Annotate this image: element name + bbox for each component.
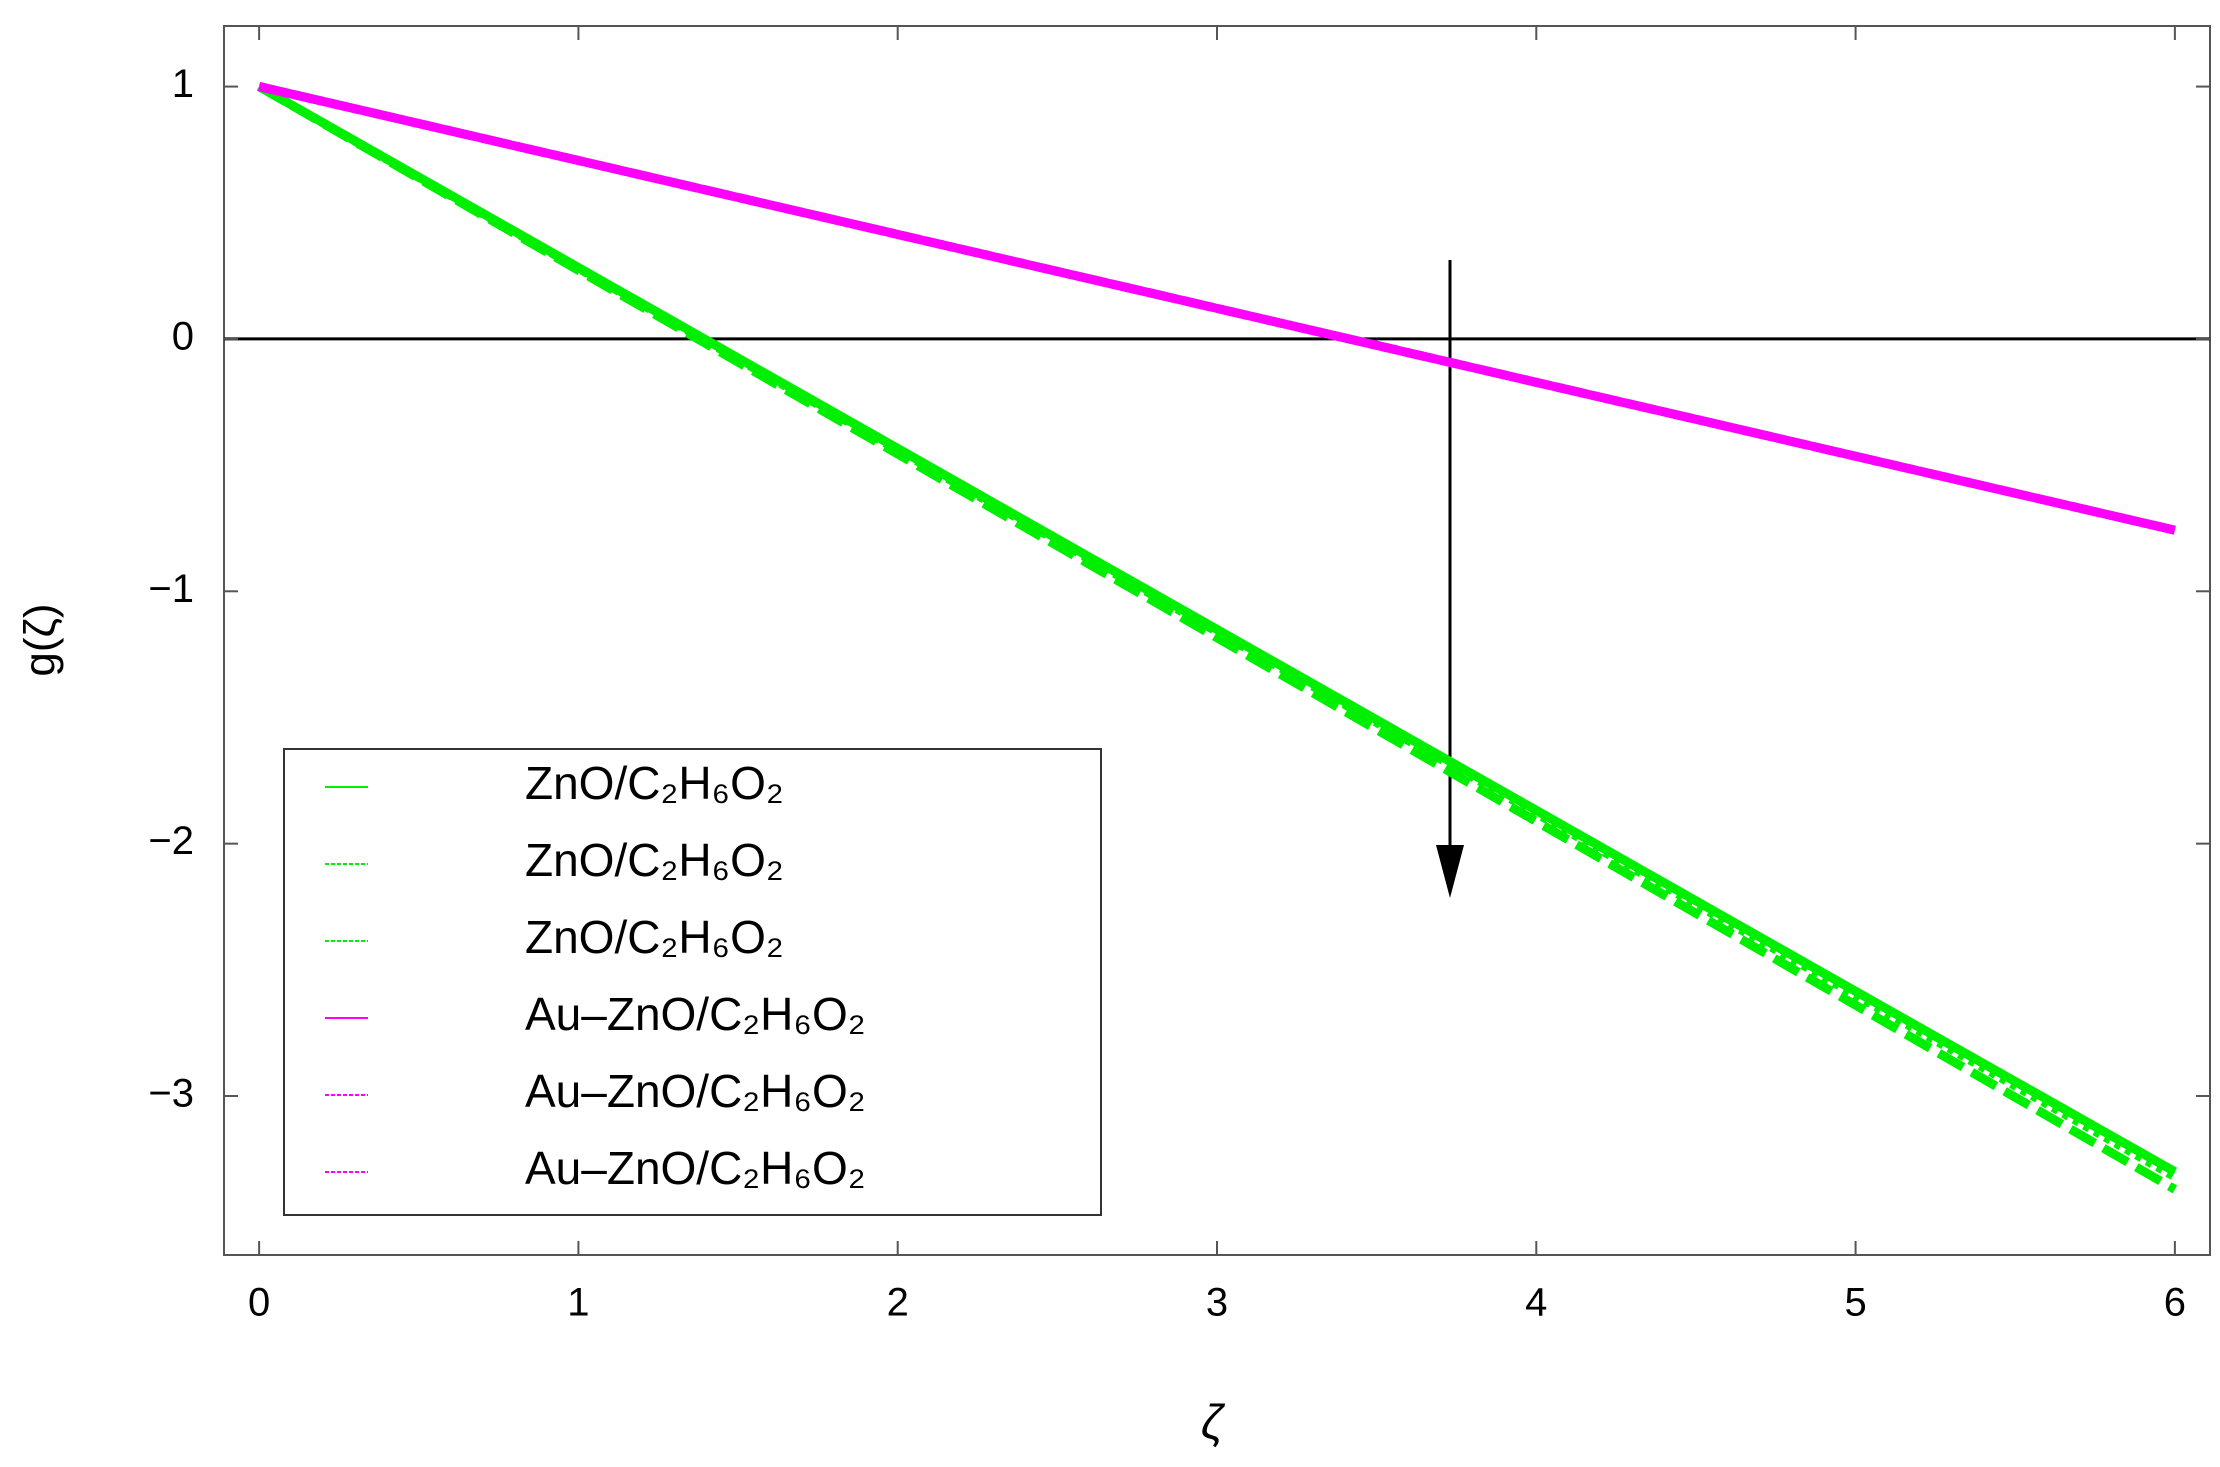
x-tick-label: 5: [1844, 1281, 1866, 1325]
x-axis-label: ζ: [1201, 1397, 1226, 1450]
y-axis-label: g(ζ): [16, 603, 65, 676]
series-line: [256, 82, 2178, 1181]
series-line: [256, 82, 2178, 1194]
x-tick-label: 2: [887, 1281, 909, 1325]
x-tick-label: 1: [567, 1281, 589, 1325]
legend-label: ZnO/C₂H₆O₂: [525, 757, 784, 809]
series-line: [258, 82, 2176, 535]
y-tick-label: −3: [148, 1072, 194, 1116]
legend-label: ZnO/C₂H₆O₂: [525, 911, 784, 963]
legend-label: Au–ZnO/C₂H₆O₂: [525, 1142, 866, 1194]
legend-label: ZnO/C₂H₆O₂: [525, 834, 784, 886]
y-tick-label: −2: [148, 819, 194, 863]
x-tick-label: 6: [2164, 1281, 2186, 1325]
y-tick-label: 1: [172, 62, 194, 106]
y-tick-label: −1: [148, 567, 194, 611]
x-tick-label: 3: [1206, 1281, 1228, 1325]
legend-label: Au–ZnO/C₂H₆O₂: [525, 1065, 866, 1117]
arrow-head: [1436, 845, 1464, 898]
x-tick-label: 0: [248, 1281, 270, 1325]
x-tick-label: 4: [1525, 1281, 1547, 1325]
legend-box: [283, 748, 1102, 1216]
legend-label: Au–ZnO/C₂H₆O₂: [525, 988, 866, 1040]
legend: ZnO/C₂H₆O₂ ZnO/C₂H₆O₂ ZnO/C₂H₆O₂ Au–ZnO/C₂H…: [283, 748, 1102, 1216]
y-tick-label: 0: [172, 314, 194, 358]
